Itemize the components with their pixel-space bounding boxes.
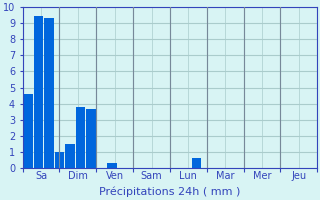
Bar <box>34 16 43 168</box>
Bar <box>76 107 85 168</box>
Bar <box>107 163 117 168</box>
Bar <box>191 158 201 168</box>
Bar <box>23 94 33 168</box>
Bar <box>44 18 54 168</box>
Bar <box>86 109 96 168</box>
Bar <box>55 152 64 168</box>
X-axis label: Précipitations 24h ( mm ): Précipitations 24h ( mm ) <box>99 187 241 197</box>
Bar <box>65 144 75 168</box>
